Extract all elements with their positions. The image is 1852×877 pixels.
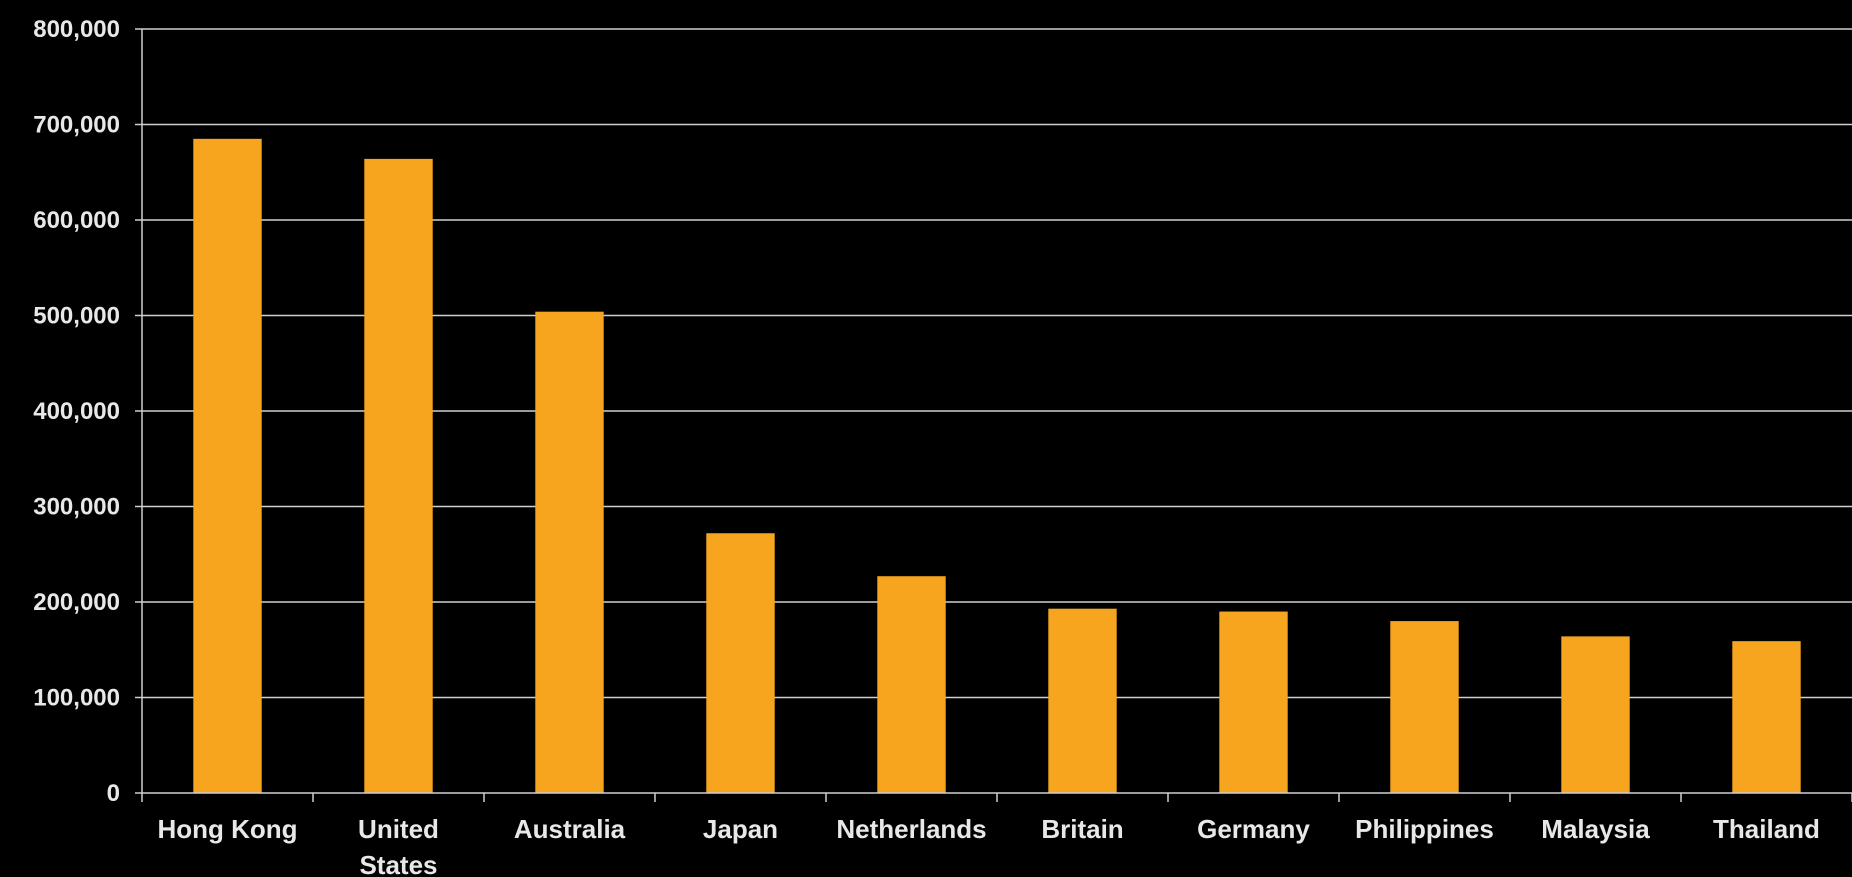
x-category-label: Germany [1197,814,1310,844]
y-tick-labels: 0 100,000 200,000 300,000 400,000 500,000 600,… [33,16,120,807]
bar-germany [1219,611,1288,793]
bar-japan [706,533,775,793]
y-tick-label: 300,000 [33,494,120,521]
bar-britain [1048,608,1117,793]
x-category-labels: Hong Kong United States Australia Japan Nethe… [157,814,1819,877]
y-tick-label: 800,000 [33,16,120,43]
bar-thailand [1732,641,1801,793]
x-category-label: Britain [1041,814,1123,844]
bar-united-states [364,158,433,793]
bar-australia [535,311,604,793]
x-category-label: Malaysia [1541,814,1650,844]
x-category-label: Thailand [1713,814,1820,844]
y-tick-label: 600,000 [33,207,120,234]
x-category-label: Hong Kong [157,814,297,844]
axes [135,28,1852,802]
y-tick-label: 500,000 [33,303,120,330]
x-category-label: Philippines [1355,814,1494,844]
bar-hong-kong [193,138,262,793]
y-tick-label: 0 [107,780,120,807]
y-tick-label: 700,000 [33,112,120,139]
bar-malaysia [1561,636,1630,793]
bar-philippines [1390,621,1459,793]
y-tick-label: 100,000 [33,685,120,712]
y-tick-label: 400,000 [33,398,120,425]
x-category-label: Japan [703,814,778,844]
y-tick-label: 200,000 [33,589,120,616]
x-category-label: Australia [514,814,626,844]
x-category-label: Netherlands [836,814,986,844]
bar-netherlands [877,576,946,793]
x-category-label: United States [358,814,439,877]
bars [193,138,1801,793]
